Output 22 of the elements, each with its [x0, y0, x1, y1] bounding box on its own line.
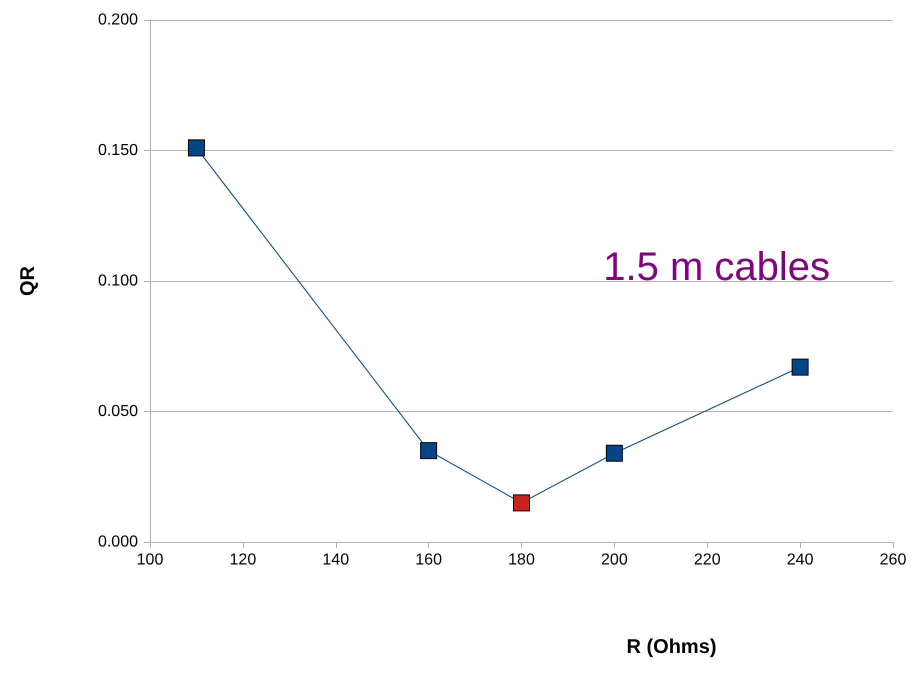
- x-tick-label: 220: [694, 552, 721, 568]
- y-tick-label: 0.200: [98, 12, 138, 28]
- y-tick-label: 0.100: [98, 272, 138, 290]
- x-tick-label: 240: [786, 552, 814, 568]
- x-tick-label: 200: [601, 552, 628, 568]
- annotation: 1.5 m cables: [603, 245, 830, 289]
- x-tick-label: 140: [322, 552, 350, 568]
- point: [792, 358, 809, 376]
- y-tick-label: 0.050: [98, 403, 138, 420]
- y-tick-label: 0.000: [98, 534, 138, 550]
- x-tick-label: 260: [880, 552, 906, 568]
- point: [606, 444, 623, 462]
- x-axis-title: R (Ohms): [626, 636, 716, 658]
- point: [188, 139, 205, 156]
- x-tick-label: 160: [415, 552, 442, 568]
- y-tick-label: 0.150: [98, 142, 138, 159]
- point: [420, 442, 438, 460]
- x-tick-label: 100: [136, 552, 164, 568]
- point: [513, 494, 530, 512]
- y-axis-title: QR: [17, 265, 39, 296]
- x-tick-label: 180: [508, 552, 535, 568]
- x-tick-label: 120: [230, 552, 256, 568]
